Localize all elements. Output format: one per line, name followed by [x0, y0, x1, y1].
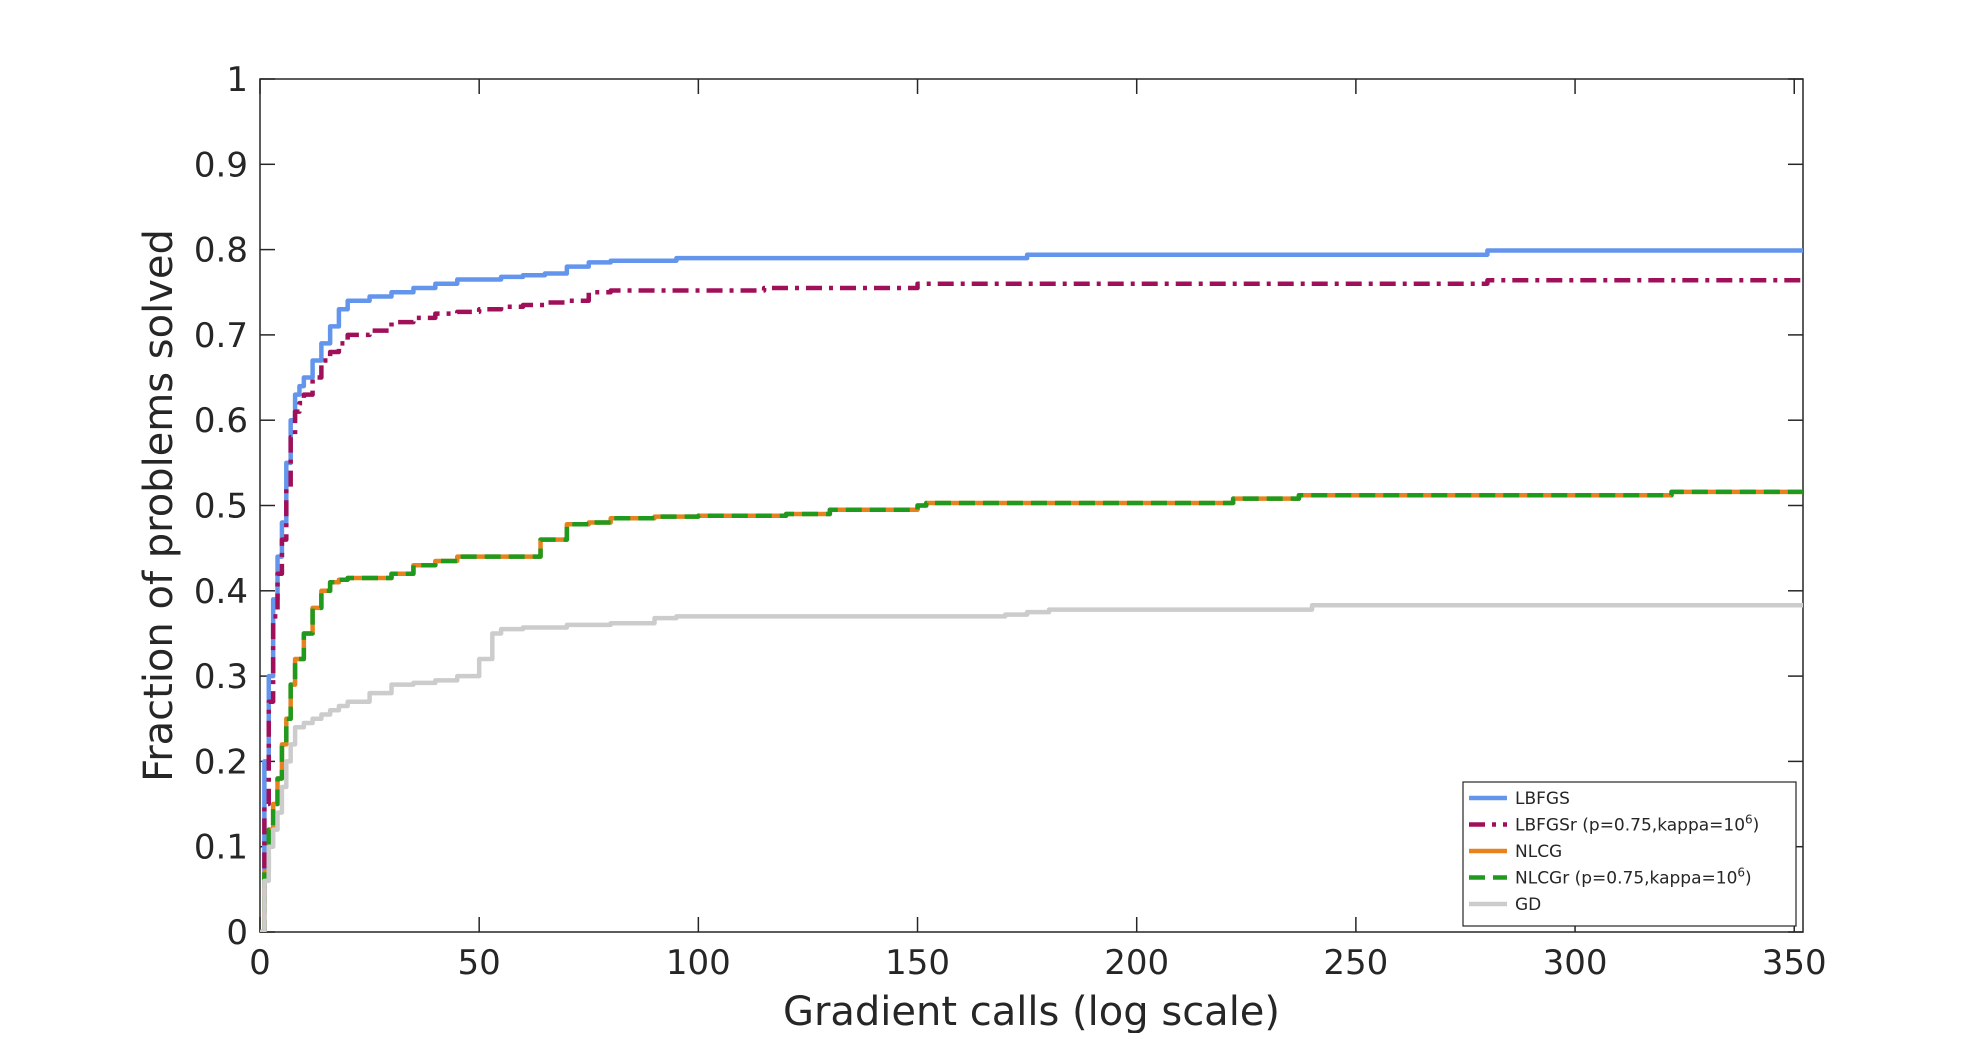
x-tick-label: 150: [885, 943, 950, 983]
legend-label: LBFGS: [1515, 789, 1570, 809]
series-line-lbfgsr-p-0-75-kappa-10-6: [260, 278, 1803, 932]
series-line-nlcgr-p-0-75-kappa-10-6: [260, 489, 1803, 932]
x-tick-label: 200: [1104, 943, 1169, 983]
y-tick-label: 0.6: [194, 401, 248, 441]
y-tick-label: 0: [226, 913, 248, 953]
x-tick-label: 0: [249, 943, 271, 983]
x-tick-label: 350: [1762, 943, 1827, 983]
x-tick-label: 100: [666, 943, 731, 983]
y-tick-label: 0.3: [194, 657, 248, 697]
y-tick-label: 0.1: [194, 828, 248, 868]
legend-label: NLCG: [1515, 842, 1562, 862]
x-tick-label: 250: [1323, 943, 1388, 983]
y-tick-label: 0.8: [194, 231, 248, 271]
y-axis-title: Fraction of problems solved: [136, 229, 182, 782]
y-tick-label: 1: [226, 60, 248, 100]
y-tick-label: 0.9: [194, 145, 248, 185]
axes: [259, 78, 1804, 933]
y-tick-label: 0.4: [194, 572, 248, 612]
x-tick-label: 50: [458, 943, 501, 983]
series-line-gd: [260, 603, 1803, 932]
y-tick-label: 0.7: [194, 316, 248, 356]
legend-label: NLCGr (p=0.75,kappa=106): [1515, 866, 1752, 889]
y-tick-label: 0.2: [194, 742, 248, 782]
y-tick-label: 0.5: [194, 487, 248, 527]
legend-box: [1462, 781, 1797, 927]
legend: LBFGS LBFGSr (p=0.75,kappa=106) NLCG NLCGr …: [1462, 781, 1797, 927]
series-lines: [260, 248, 1803, 932]
x-tick-label: 300: [1543, 943, 1608, 983]
legend-label: LBFGSr (p=0.75,kappa=106): [1515, 813, 1759, 836]
tick-labels: 0 50 100 150 200 250 300 350 0 0.1 0.2 0.3 0.4 0.5 0.6…: [194, 60, 1827, 983]
legend-label: GD: [1515, 895, 1541, 915]
x-axis-title: Gradient calls (log scale): [783, 989, 1280, 1033]
